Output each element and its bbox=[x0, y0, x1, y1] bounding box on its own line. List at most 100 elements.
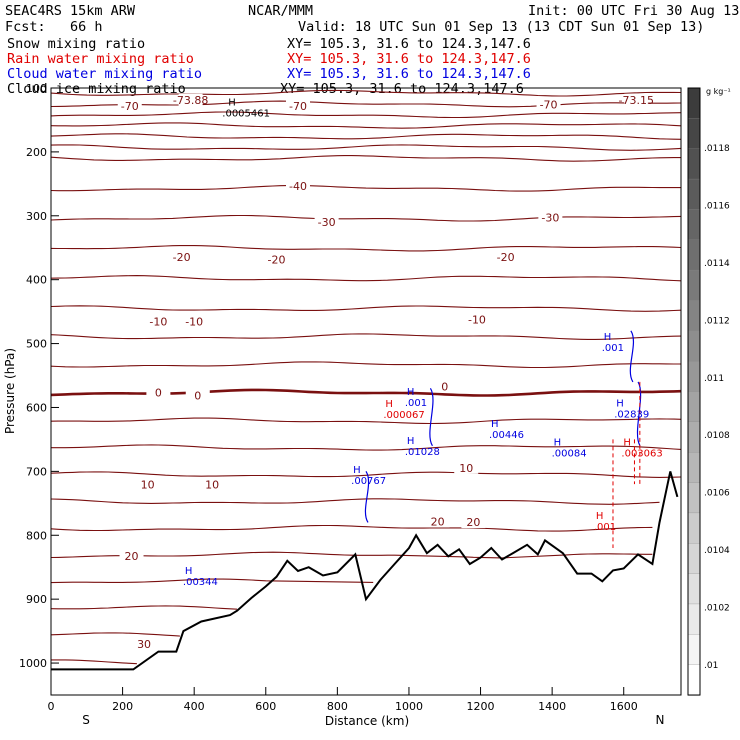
isotherm-line bbox=[50, 498, 660, 505]
x-tick-label: 800 bbox=[327, 700, 348, 713]
y-tick-label: 500 bbox=[26, 338, 47, 351]
cloud-water-field-name: Cloud water mixing ratio bbox=[7, 66, 203, 82]
isotherm-label-bg bbox=[285, 180, 310, 193]
colorbar-swatch bbox=[687, 239, 701, 271]
cloud-water-label: .00767 bbox=[351, 476, 386, 487]
colorbar-label: .0112 bbox=[704, 316, 730, 326]
isotherm-label-bg bbox=[536, 98, 561, 111]
isotherm-label: -73.15 bbox=[619, 94, 654, 107]
cloud-water-contour bbox=[636, 381, 642, 447]
isotherm-label-bg bbox=[264, 253, 289, 266]
model-title: SEAC4RS 15km ARW bbox=[5, 3, 136, 19]
x-tick-label: 1200 bbox=[467, 700, 495, 713]
isotherm-line bbox=[50, 122, 682, 129]
colorbar-swatch bbox=[687, 421, 701, 453]
isotherm-line bbox=[50, 524, 653, 532]
rain-label: .003063 bbox=[621, 448, 662, 459]
cloud-water-high-marker: H bbox=[353, 465, 361, 476]
colorbar-label: .0104 bbox=[704, 546, 730, 556]
isotherm-label-bg bbox=[454, 461, 479, 474]
rain-high-marker: H bbox=[596, 511, 604, 522]
isotherm-label-bg bbox=[538, 211, 563, 224]
cloud-water-high-marker: H bbox=[407, 387, 415, 398]
cloud-water-contour bbox=[364, 471, 370, 523]
isotherm-label-bg bbox=[178, 93, 203, 106]
isotherm-line bbox=[50, 144, 682, 151]
colorbar-swatch bbox=[687, 482, 701, 514]
colorbar-swatch bbox=[687, 634, 701, 666]
colorbar-swatch bbox=[687, 391, 701, 423]
colorbar-label: .0102 bbox=[704, 604, 730, 614]
isotherm-label-bg bbox=[182, 315, 207, 328]
y-tick-label: 800 bbox=[26, 529, 47, 542]
y-axis-title: Pressure (hPa) bbox=[3, 348, 17, 434]
isotherm-label-bg bbox=[285, 100, 310, 113]
cloud-water-field-xy: XY= 105.3, 31.6 to 124.3,147.6 bbox=[287, 66, 531, 82]
colorbar-swatch bbox=[687, 664, 701, 696]
south-label: S bbox=[82, 713, 90, 727]
isotherm-label: -20 bbox=[497, 251, 515, 264]
x-tick-label: 0 bbox=[48, 700, 55, 713]
isotherm-label: -30 bbox=[541, 211, 559, 224]
isotherm-label-bg bbox=[169, 250, 194, 263]
isotherm-label: 10 bbox=[205, 478, 219, 491]
colorbar-swatch bbox=[687, 118, 701, 150]
isotherm-label: -70 bbox=[540, 98, 558, 111]
isotherm-line bbox=[50, 155, 681, 162]
plot-frame bbox=[50, 87, 682, 696]
cloud-water-contour bbox=[429, 387, 434, 447]
colorbar: .0118 .0116 .0114 .0112 .011 .0108 .0106 .0104.… bbox=[687, 87, 730, 696]
isotherm-line bbox=[50, 578, 374, 584]
isotherm-label: -10 bbox=[468, 314, 486, 327]
isotherm-label: 20 bbox=[431, 515, 445, 528]
x-tick-label: 1000 bbox=[395, 700, 423, 713]
isotherm-label: -70 bbox=[121, 100, 139, 113]
cloud-water-label: .00344 bbox=[183, 577, 218, 588]
cloud-water-high-marker: H bbox=[185, 566, 193, 577]
isotherm-line bbox=[50, 184, 681, 192]
x-tick-label: 400 bbox=[184, 700, 205, 713]
isotherm-label-bg bbox=[135, 478, 160, 491]
colorbar-swatch bbox=[687, 269, 701, 302]
cloud-water-label: .001 bbox=[405, 398, 427, 409]
cloud-water-label: .00084 bbox=[552, 448, 587, 459]
isotherm-label-bg bbox=[146, 315, 171, 328]
isotherm-label-bg bbox=[314, 215, 339, 228]
colorbar-swatch bbox=[687, 360, 701, 393]
isotherm-label-bg bbox=[425, 515, 450, 528]
isotherm-line bbox=[50, 361, 681, 369]
colorbar-swatch bbox=[687, 300, 701, 332]
isotherm-label: 0 bbox=[441, 381, 448, 394]
terrain-line bbox=[51, 471, 679, 671]
isotherm-label: -20 bbox=[268, 254, 286, 267]
colorbar-label: .0118 bbox=[704, 144, 730, 154]
rain-label: .001 bbox=[594, 522, 616, 533]
isotherm-line bbox=[51, 444, 682, 451]
colorbar-swatch bbox=[687, 452, 701, 484]
isotherm-label: -10 bbox=[185, 315, 203, 328]
isotherm-label: 30 bbox=[137, 638, 151, 651]
north-label: N bbox=[656, 713, 665, 727]
isotherm-label-bg bbox=[464, 313, 489, 326]
isotherm-label: -20 bbox=[173, 251, 191, 264]
isotherm-line bbox=[51, 659, 137, 665]
org-label: NCAR/MMM bbox=[248, 3, 314, 19]
isotherm-label-bg bbox=[493, 250, 518, 263]
cloud-water-high-marker: H bbox=[491, 419, 499, 430]
isotherm-label: -10 bbox=[149, 315, 167, 328]
isotherm-label: 10 bbox=[459, 462, 473, 475]
isotherm-line bbox=[50, 100, 682, 108]
isotherm-line bbox=[50, 605, 238, 610]
x-tick-label: 200 bbox=[112, 700, 133, 713]
isotherm-label-bg bbox=[146, 386, 171, 399]
y-tick-label: 100 bbox=[26, 82, 47, 95]
isotherm-label: -70 bbox=[289, 100, 307, 113]
isotherm-label: 20 bbox=[125, 550, 139, 563]
snow-field-xy: XY= 105.3, 31.6 to 124.3,147.6 bbox=[287, 36, 531, 52]
rain-high-marker: H bbox=[623, 437, 631, 448]
rain-field-xy: XY= 105.3, 31.6 to 124.3,147.6 bbox=[287, 51, 531, 67]
cloud-water-label: .02839 bbox=[614, 410, 649, 421]
y-tick-label: 200 bbox=[26, 146, 47, 159]
isotherm-label-bg bbox=[461, 516, 486, 529]
x-axis-title: Distance (km) bbox=[325, 714, 409, 728]
